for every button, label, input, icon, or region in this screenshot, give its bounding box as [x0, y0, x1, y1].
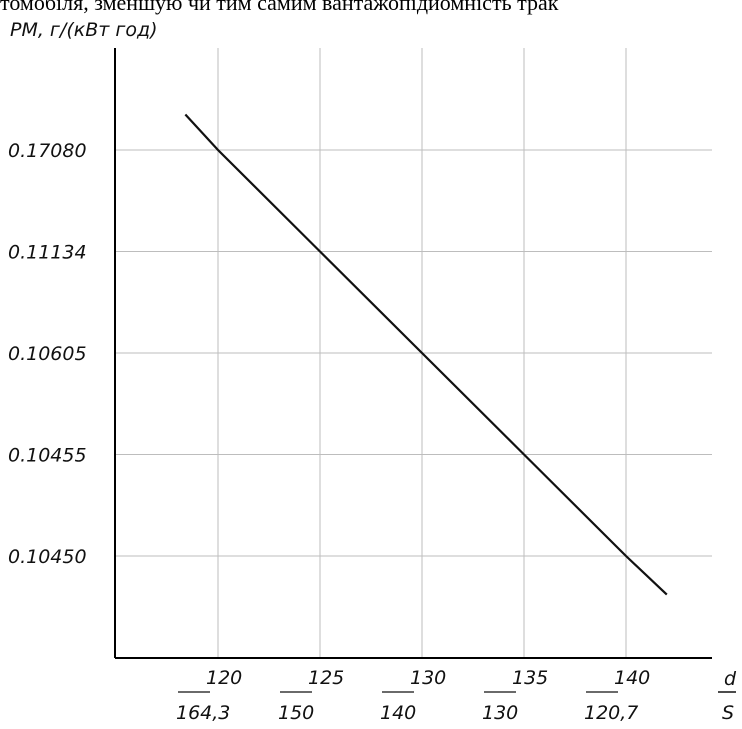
x-tick-label-d: 135: [512, 667, 548, 689]
y-tick-label: 0.10455: [8, 445, 87, 467]
y-tick-label: 0.10605: [8, 343, 87, 365]
x-tick-label-s: 120,7: [584, 702, 638, 724]
x-axis-title-s: S: [722, 702, 734, 724]
x-axis-title-d: d: [724, 668, 737, 690]
tick-labels: 0.10450 0.10455 0.10605 0.11134 0.17080 120 16…: [8, 140, 650, 724]
page-header-text: томобіля, зменшую чи тим самим вантажопі…: [0, 0, 559, 15]
axes: [114, 48, 712, 659]
x-tick-label-d: 130: [410, 667, 446, 689]
x-tick-label-s: 150: [278, 702, 314, 724]
grid: [115, 48, 712, 658]
y-axis-title: PM, г/(кВт год): [10, 19, 158, 41]
x-tick-label-s: 164,3: [176, 702, 230, 724]
series-line: [184, 113, 668, 596]
x-tick-label-s: 140: [380, 702, 416, 724]
series: [184, 113, 668, 596]
x-tick-label-d: 125: [308, 667, 344, 689]
x-tick-label-d: 140: [614, 667, 650, 689]
x-tick-label-s: 130: [482, 702, 518, 724]
y-tick-label: 0.11134: [8, 242, 87, 264]
y-tick-label: 0.17080: [8, 140, 87, 162]
y-tick-label: 0.10450: [8, 546, 87, 568]
x-tick-label-d: 120: [206, 667, 242, 689]
